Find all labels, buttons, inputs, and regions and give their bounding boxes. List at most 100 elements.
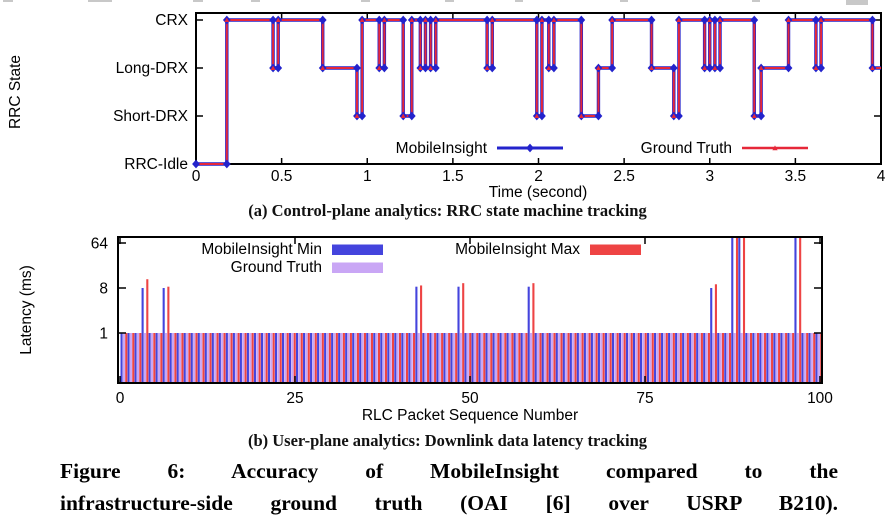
bar-mobileinsight-max — [644, 333, 647, 383]
ground-truth-step-line — [196, 19, 881, 165]
bar-mobileinsight-max — [539, 333, 542, 383]
bar-mobileinsight-min — [436, 333, 439, 383]
bar-mobileinsight-max — [209, 333, 212, 383]
cropped-text-artifact — [3, 0, 13, 2]
bar-mobileinsight-max — [434, 333, 437, 383]
bar-mobileinsight-min — [303, 333, 306, 383]
bar-mobileinsight-max — [778, 333, 781, 383]
bar-ground-truth — [775, 333, 778, 383]
bar-mobileinsight-min — [464, 333, 467, 383]
cropped-text-artifact — [620, 0, 628, 2]
bar-ground-truth — [214, 333, 217, 383]
bar-mobileinsight-min — [815, 333, 818, 383]
bar-mobileinsight-max — [160, 333, 163, 383]
bar-ground-truth — [270, 333, 273, 383]
cropped-text-artifact — [88, 0, 112, 2]
y-axis-title: Latency (ms) — [18, 265, 35, 355]
bar-ground-truth — [789, 333, 792, 383]
bar-mobileinsight-min — [738, 237, 741, 383]
diamond-marker — [538, 111, 546, 121]
bar-mobileinsight-min — [534, 333, 537, 383]
bar-mobileinsight-min — [506, 333, 509, 383]
bar-mobileinsight-min — [380, 333, 383, 383]
bar-mobileinsight-min — [141, 288, 144, 383]
bar-ground-truth — [333, 333, 336, 383]
diamond-marker — [269, 15, 277, 25]
triangle-marker — [275, 17, 281, 23]
triangle-marker — [758, 65, 764, 71]
bar-ground-truth — [544, 333, 547, 383]
bar-mobileinsight-min — [232, 333, 235, 383]
bar-ground-truth — [649, 333, 652, 383]
bar-mobileinsight-min — [281, 333, 285, 383]
diamond-marker — [608, 63, 617, 73]
bar-ground-truth — [235, 333, 238, 383]
bar-mobileinsight-min — [717, 333, 720, 383]
bar-ground-truth — [305, 333, 308, 383]
bar-mobileinsight-min — [134, 333, 137, 383]
diamond-marker — [353, 63, 361, 73]
bar-mobileinsight-max — [728, 333, 732, 383]
bar-mobileinsight-max — [616, 333, 619, 383]
bar-ground-truth — [368, 333, 371, 383]
bar-ground-truth — [347, 333, 350, 383]
bar-ground-truth — [480, 333, 483, 383]
bar-ground-truth — [207, 333, 210, 383]
bar-mobileinsight-min — [478, 333, 481, 383]
diamond-marker — [700, 15, 709, 25]
bar-mobileinsight-min — [190, 333, 193, 383]
bar-mobileinsight-min — [639, 333, 643, 383]
bar-mobileinsight-max — [279, 333, 282, 383]
bar-mobileinsight-min — [583, 333, 586, 383]
bar-ground-truth — [122, 333, 125, 383]
bar-mobileinsight-max — [377, 333, 381, 383]
bar-ground-truth — [403, 333, 406, 383]
bar-ground-truth — [326, 333, 329, 383]
bar-ground-truth — [733, 333, 736, 383]
y-state-label: RRC-Idle — [124, 156, 188, 173]
ground-truth-markers — [224, 17, 875, 119]
bar-mobileinsight-max — [251, 333, 254, 383]
bar-mobileinsight-max — [391, 333, 395, 383]
bar-ground-truth — [761, 333, 764, 383]
bar-mobileinsight-min — [338, 333, 341, 383]
bar-ground-truth — [614, 333, 617, 383]
bar-mobileinsight-min — [176, 333, 179, 383]
bar-mobileinsight-max — [623, 333, 626, 383]
bar-mobileinsight-min — [724, 333, 727, 383]
triangle-marker — [376, 65, 382, 71]
bar-ground-truth — [705, 333, 708, 383]
triangle-marker — [433, 17, 439, 23]
triangle-marker — [551, 17, 557, 23]
y-state-label: Short-DRX — [113, 108, 189, 125]
bar-mobileinsight-min — [759, 333, 762, 383]
triangle-marker — [870, 65, 875, 71]
bar-mobileinsight-min — [520, 333, 523, 383]
x-axis-title: RLC Packet Sequence Number — [362, 407, 578, 424]
bar-mobileinsight-max — [370, 333, 373, 383]
latency-chart-axes: 0 25 50 75 100 1 8 64 RLC Packet Sequence Number… — [18, 236, 833, 425]
bar-mobileinsight-max — [693, 333, 696, 383]
bar-mobileinsight-min — [597, 333, 600, 383]
bar-ground-truth — [796, 333, 799, 383]
triangle-marker — [578, 113, 584, 119]
bar-mobileinsight-max — [553, 333, 556, 383]
bar-mobileinsight-max — [244, 333, 247, 383]
bar-mobileinsight-max — [672, 333, 675, 383]
cropped-text-artifacts — [3, 0, 868, 5]
bar-ground-truth — [642, 333, 645, 383]
bar-mobileinsight-min — [253, 333, 256, 383]
bar-ground-truth — [157, 333, 161, 383]
diamond-marker — [431, 63, 440, 73]
legend-swatch-ground-truth — [332, 262, 383, 273]
triangle-marker — [609, 17, 615, 23]
bar-ground-truth — [726, 333, 729, 383]
diamond-marker — [669, 63, 678, 73]
bar-mobileinsight-min — [246, 333, 249, 383]
bar-ground-truth — [361, 333, 364, 383]
bar-ground-truth — [179, 333, 182, 383]
bar-ground-truth — [424, 333, 427, 383]
bar-ground-truth — [242, 333, 245, 383]
bar-mobileinsight-min — [422, 333, 425, 383]
diamond-marker — [380, 63, 389, 73]
